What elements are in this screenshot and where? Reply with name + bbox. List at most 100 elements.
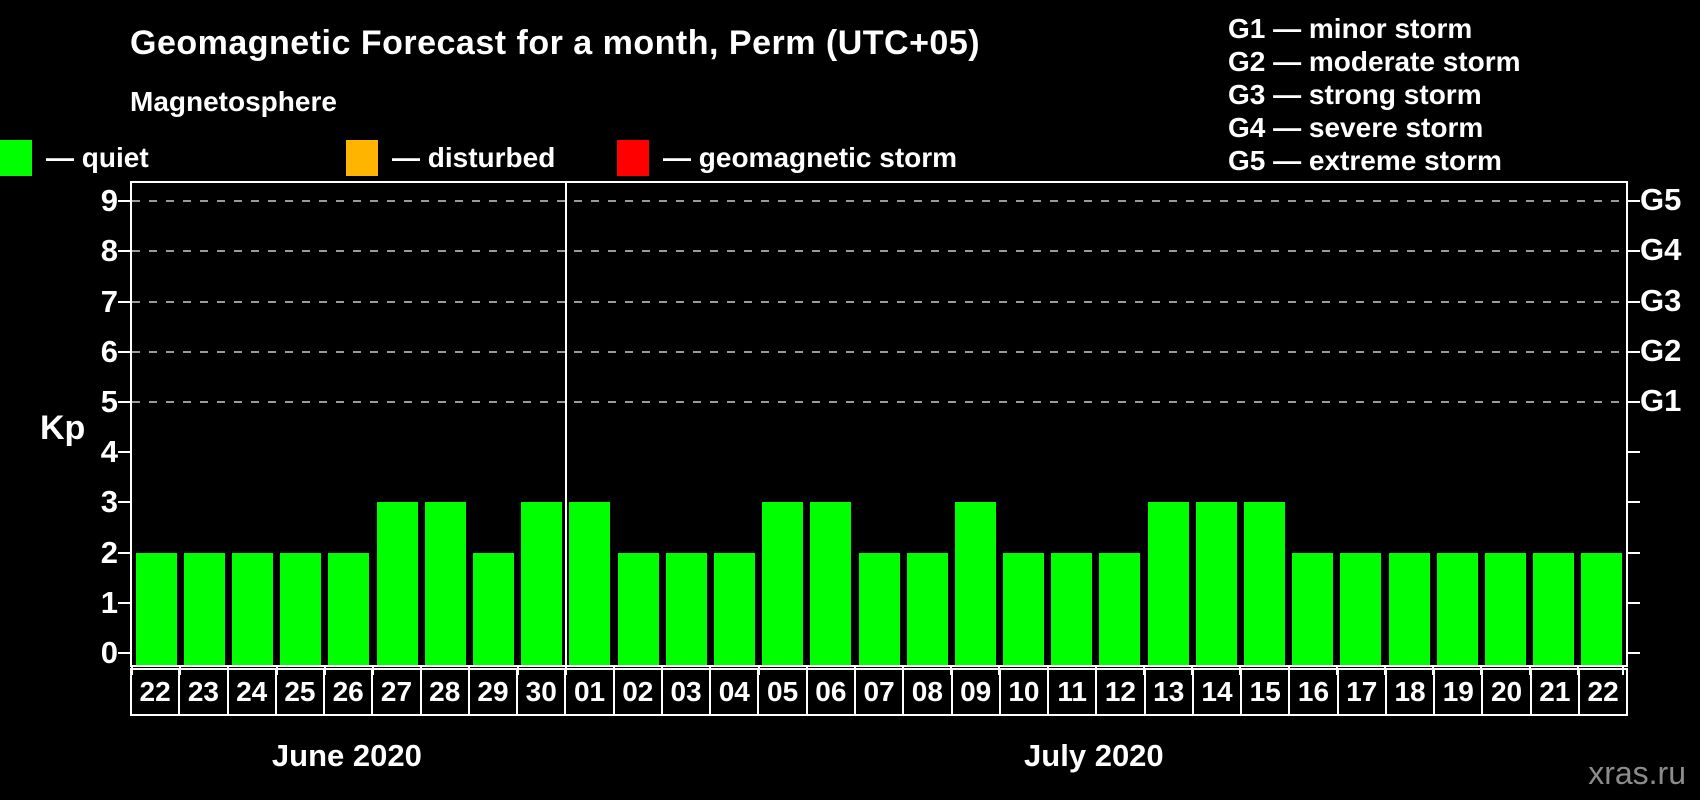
kp-bar-day-02: [617, 552, 659, 665]
date-cell-16: 16: [1288, 668, 1339, 716]
kp-bar-day-01: [569, 502, 611, 665]
date-cell-18: 18: [1384, 668, 1436, 716]
g-level-label-g5: G5: [1640, 182, 1682, 218]
x-axis-tick: [1480, 665, 1483, 675]
month-separator-line: [564, 183, 567, 665]
date-cell-14: 14: [1191, 668, 1243, 716]
kp-bar-day-19: [1436, 552, 1478, 665]
date-cell-03: 03: [660, 668, 712, 716]
date-cell-28: 28: [419, 668, 470, 716]
y-tick-label-7: 7: [100, 283, 118, 319]
g-level-label-g1: G1: [1640, 383, 1682, 418]
gridline-kp8: [132, 250, 1626, 253]
y-axis-tick-right: [1628, 401, 1640, 403]
y-tick-label-3: 3: [100, 484, 118, 520]
kp-bar-day-10: [1003, 552, 1045, 665]
date-cell-06: 06: [805, 668, 856, 716]
legend-item-label: — disturbed: [392, 142, 556, 173]
y-tick-label-1: 1: [100, 584, 118, 620]
date-cell-09: 09: [950, 668, 1001, 716]
y-axis-tick-left: [118, 200, 130, 203]
date-cell-26: 26: [323, 668, 374, 716]
kp-bar-day-08: [906, 552, 948, 665]
date-cell-11: 11: [1047, 668, 1098, 716]
kp-bar-day-29: [472, 552, 514, 665]
g-level-label-g4: G4: [1640, 232, 1682, 268]
y-axis-tick-right: [1628, 200, 1640, 203]
kp-bar-day-05: [762, 502, 804, 665]
g-scale-line-g4: G4 — severe storm: [1228, 112, 1484, 143]
y-axis-tick-right: [1628, 501, 1640, 504]
g-scale-line-g3: G3 — strong storm: [1228, 79, 1482, 110]
date-cell-22: 22: [130, 668, 181, 716]
date-cell-05: 05: [757, 668, 808, 716]
y-axis-tick-right: [1628, 250, 1640, 253]
date-cell-23: 23: [178, 668, 229, 716]
kp-bar-day-07: [858, 552, 900, 665]
month-label-july: July 2020: [1024, 738, 1164, 773]
y-axis-tick-left: [118, 250, 130, 253]
kp-bar-day-22: [135, 552, 177, 665]
y-axis-tick-right: [1628, 601, 1640, 604]
y-axis-tick-left: [118, 501, 130, 504]
kp-bar-day-23: [183, 552, 225, 665]
legend-item-label: — quiet: [46, 142, 149, 173]
watermark: xras.ru: [1588, 755, 1686, 791]
kp-bar-day-03: [665, 552, 707, 665]
kp-bar-day-20: [1485, 552, 1527, 665]
date-cell-30: 30: [516, 668, 567, 716]
page-title: Geomagnetic Forecast for a month, Perm (…: [130, 24, 981, 62]
date-cell-01: 01: [564, 668, 615, 716]
y-axis-tick-right: [1628, 652, 1640, 654]
g-scale-line-g5: G5 — extreme storm: [1228, 145, 1502, 176]
kp-bar-day-16: [1292, 552, 1334, 665]
legend-item-quiet: — quiet: [0, 140, 149, 176]
gridline-kp7: [132, 300, 1626, 303]
date-cell-13: 13: [1143, 668, 1194, 716]
date-cell-12: 12: [1095, 668, 1146, 716]
date-cell-22: 22: [1577, 668, 1629, 716]
kp-bar-day-18: [1388, 552, 1430, 665]
date-cell-15: 15: [1240, 668, 1291, 716]
kp-bar-day-04: [713, 552, 755, 665]
kp-bar-day-06: [810, 502, 852, 665]
y-axis-tick-right: [1628, 300, 1640, 303]
date-cell-21: 21: [1529, 668, 1580, 716]
y-axis-tick-left: [118, 451, 130, 454]
kp-bar-day-25: [280, 552, 322, 665]
g-scale-line-g1: G1 — minor storm: [1228, 13, 1473, 44]
kp-bar-day-22: [1581, 552, 1623, 665]
y-tick-label-9: 9: [100, 183, 118, 219]
y-axis-tick-right: [1628, 451, 1640, 454]
kp-bar-day-11: [1051, 552, 1093, 665]
date-cell-24: 24: [226, 668, 277, 716]
gridline-kp5: [132, 401, 1626, 403]
date-cell-10: 10: [998, 668, 1050, 716]
date-cell-07: 07: [853, 668, 905, 716]
y-axis-tick-right: [1628, 551, 1640, 554]
kp-bar-day-14: [1195, 502, 1237, 665]
date-cell-08: 08: [902, 668, 953, 716]
x-axis-tick: [1622, 665, 1624, 675]
storm-color-swatch: [617, 140, 649, 176]
y-tick-label-6: 6: [100, 333, 118, 369]
x-axis-tick: [1528, 665, 1531, 675]
date-cell-25: 25: [274, 668, 326, 716]
date-cell-19: 19: [1433, 668, 1484, 716]
date-cell-17: 17: [1336, 668, 1387, 716]
quiet-color-swatch: [0, 140, 32, 176]
y-tick-label-4: 4: [100, 434, 118, 470]
g-level-label-g3: G3: [1640, 282, 1682, 318]
legend-heading: Magnetosphere: [130, 86, 337, 117]
g-scale-line-g2: G2 — moderate storm: [1228, 46, 1521, 77]
legend-item-label: — geomagnetic storm: [663, 142, 958, 173]
gridline-kp9: [132, 200, 1626, 203]
kp-bar-day-27: [376, 502, 418, 665]
g-level-label-g2: G2: [1640, 332, 1682, 368]
y-tick-label-2: 2: [100, 534, 118, 570]
legend-item-geomagnetic-storm: — geomagnetic storm: [617, 140, 957, 176]
y-axis-tick-left: [118, 551, 130, 554]
x-axis-tick: [1576, 665, 1579, 675]
y-axis-tick-left: [118, 601, 130, 604]
